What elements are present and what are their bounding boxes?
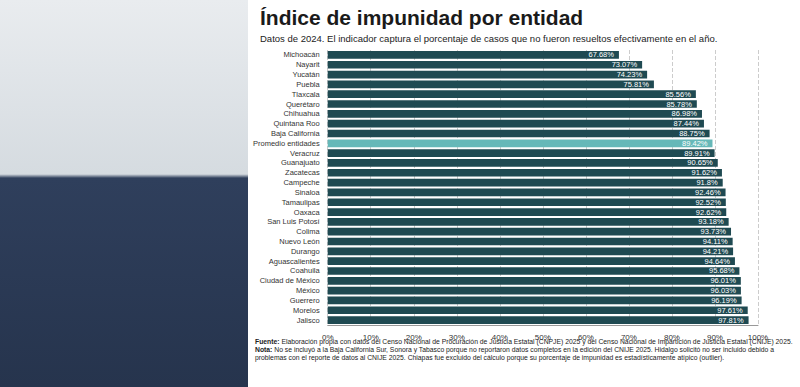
- svg-text:Querétaro: Querétaro: [286, 100, 320, 109]
- svg-text:93.18%: 93.18%: [698, 217, 724, 226]
- svg-text:Nayarit: Nayarit: [296, 60, 321, 69]
- svg-text:Aguascalientes: Aguascalientes: [269, 257, 320, 266]
- svg-text:Tamaulipas: Tamaulipas: [282, 198, 320, 207]
- svg-text:89.91%: 89.91%: [684, 149, 710, 158]
- svg-text:Campeche: Campeche: [283, 178, 319, 187]
- svg-text:San Luis Potosí: San Luis Potosí: [267, 217, 320, 226]
- svg-text:Oaxaca: Oaxaca: [294, 208, 321, 217]
- svg-text:75.81%: 75.81%: [623, 80, 649, 89]
- svg-text:Coahuila: Coahuila: [290, 266, 320, 275]
- svg-text:92.46%: 92.46%: [695, 188, 721, 197]
- svg-text:95.68%: 95.68%: [709, 266, 735, 275]
- svg-text:92.62%: 92.62%: [696, 208, 722, 217]
- svg-text:96.19%: 96.19%: [711, 296, 737, 305]
- svg-text:85.78%: 85.78%: [666, 100, 692, 109]
- svg-text:86.98%: 86.98%: [672, 109, 698, 118]
- svg-text:96.01%: 96.01%: [710, 276, 736, 285]
- svg-text:94.21%: 94.21%: [703, 247, 729, 256]
- svg-text:Chihuahua: Chihuahua: [283, 109, 320, 118]
- svg-text:97.61%: 97.61%: [717, 306, 743, 315]
- svg-text:73.07%: 73.07%: [612, 60, 638, 69]
- svg-text:Guerrero: Guerrero: [290, 296, 320, 305]
- svg-text:Yucatán: Yucatán: [293, 70, 320, 79]
- svg-text:Durango: Durango: [291, 247, 320, 256]
- svg-text:87.44%: 87.44%: [674, 119, 700, 128]
- svg-text:Puebla: Puebla: [296, 80, 320, 89]
- svg-text:94.64%: 94.64%: [704, 257, 730, 266]
- svg-text:Tlaxcala: Tlaxcala: [292, 90, 321, 99]
- svg-text:85.56%: 85.56%: [665, 90, 691, 99]
- svg-text:94.11%: 94.11%: [703, 237, 728, 246]
- svg-text:Veracruz: Veracruz: [290, 149, 320, 158]
- svg-text:Morelos: Morelos: [293, 306, 320, 315]
- svg-text:74.23%: 74.23%: [617, 70, 643, 79]
- svg-text:Sinaloa: Sinaloa: [295, 188, 321, 197]
- svg-text:97.81%: 97.81%: [718, 316, 744, 325]
- svg-text:Nuevo León: Nuevo León: [279, 237, 319, 246]
- svg-text:México: México: [296, 286, 320, 295]
- svg-text:93.73%: 93.73%: [701, 227, 727, 236]
- svg-text:89.42%: 89.42%: [682, 139, 708, 148]
- svg-text:Michoacán: Michoacán: [283, 50, 319, 59]
- svg-text:Baja California: Baja California: [271, 129, 321, 138]
- svg-text:Datos de 2024. El indicador ca: Datos de 2024. El indicador captura el p…: [260, 33, 717, 44]
- svg-text:Zacatecas: Zacatecas: [285, 168, 320, 177]
- svg-text:90.65%: 90.65%: [687, 158, 713, 167]
- svg-text:92.52%: 92.52%: [695, 198, 721, 207]
- svg-text:67.68%: 67.68%: [588, 50, 614, 59]
- svg-text:Índice de impunidad por entida: Índice de impunidad por entidad: [260, 6, 583, 29]
- svg-text:Quintana Roo: Quintana Roo: [273, 119, 319, 128]
- svg-text:96.03%: 96.03%: [710, 286, 736, 295]
- svg-text:91.62%: 91.62%: [692, 168, 718, 177]
- svg-text:Guanajuato: Guanajuato: [281, 158, 320, 167]
- svg-text:91.8%: 91.8%: [696, 178, 718, 187]
- svg-text:Jalisco: Jalisco: [297, 316, 320, 325]
- svg-text:Colima: Colima: [296, 227, 320, 236]
- svg-text:88.75%: 88.75%: [679, 129, 705, 138]
- svg-text:Ciudad de México: Ciudad de México: [260, 276, 320, 285]
- svg-text:Promedio entidades: Promedio entidades: [253, 139, 320, 148]
